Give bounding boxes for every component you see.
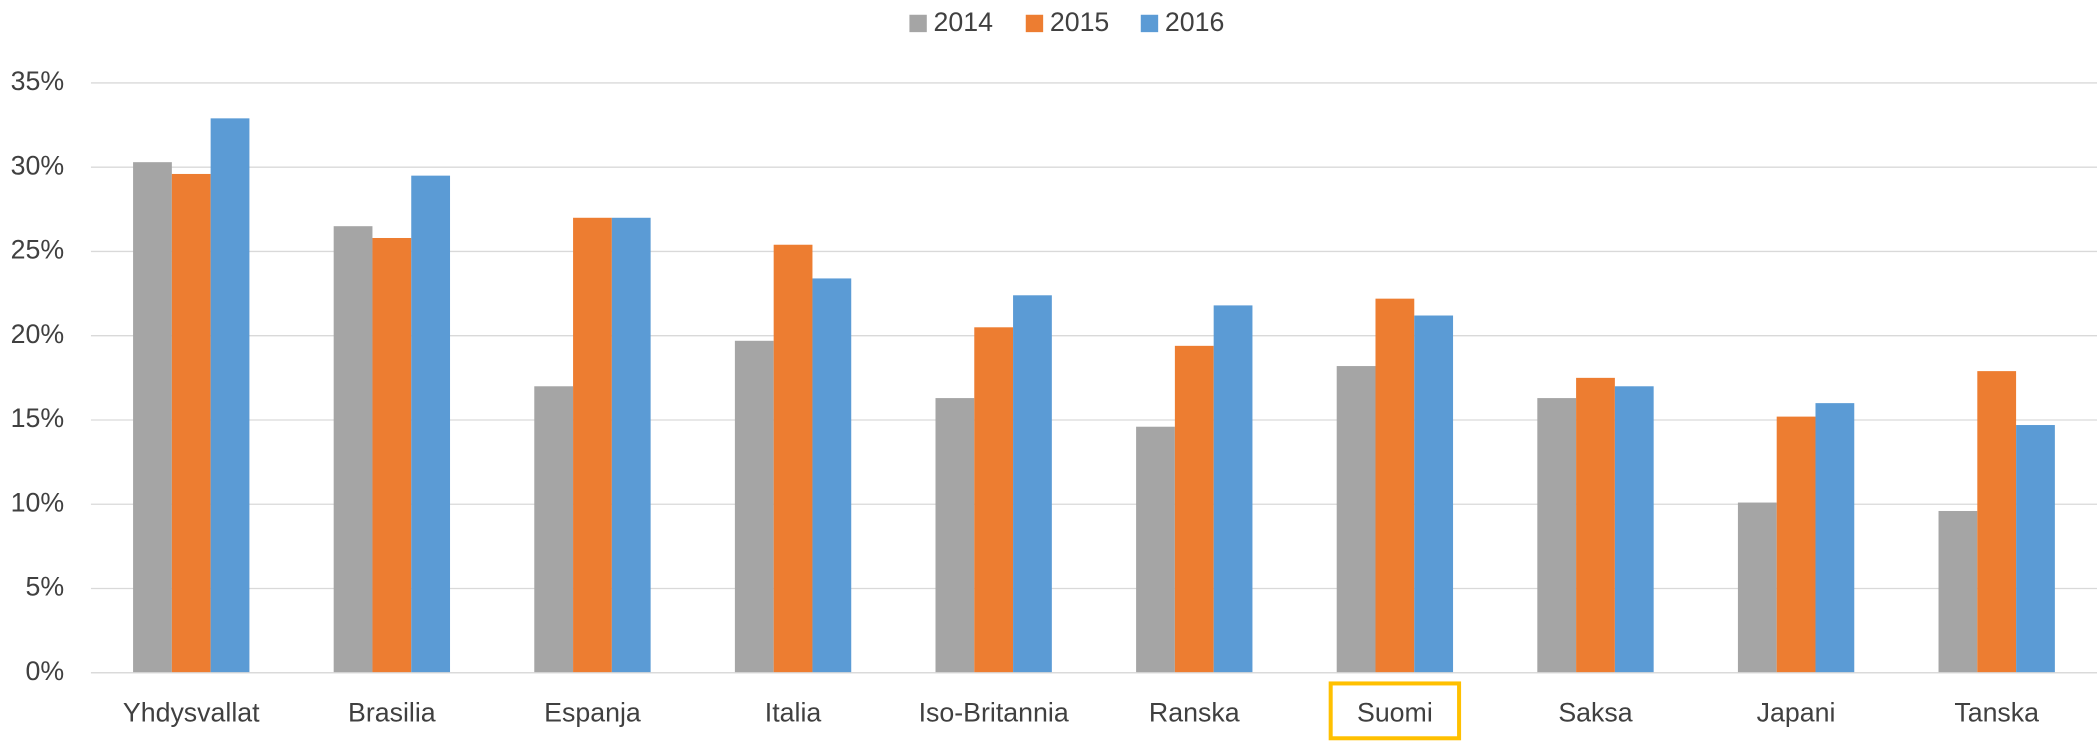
x-tick-label: Espanja: [544, 697, 641, 727]
bar: [1614, 386, 1654, 673]
x-tick-label: Italia: [765, 697, 822, 727]
legend-label: 2015: [1050, 7, 1109, 37]
x-tick-label: Tanska: [1954, 697, 2039, 727]
y-tick-label: 25%: [11, 235, 65, 265]
x-tick-label: Ranska: [1149, 697, 1240, 727]
y-tick-label: 15%: [11, 403, 65, 433]
bar: [611, 217, 651, 673]
bar: [1938, 510, 1978, 673]
y-tick-label: 0%: [26, 656, 65, 686]
bar: [1414, 315, 1454, 673]
x-tick-label: Iso-Britannia: [919, 697, 1069, 727]
bar: [333, 226, 373, 673]
x-tick-label: Suomi: [1357, 697, 1433, 727]
y-tick-label: 35%: [11, 66, 65, 96]
y-tick-label: 30%: [11, 150, 65, 180]
bar: [171, 173, 211, 673]
x-tick-label: Yhdysvallat: [123, 697, 260, 727]
bar: [1576, 377, 1615, 673]
bar: [1375, 298, 1415, 673]
y-tick-label: 5%: [26, 572, 65, 602]
legend-label: 2016: [1165, 7, 1224, 37]
highlight-box: [1328, 681, 1462, 741]
bar: [133, 162, 172, 673]
bar: [2016, 425, 2055, 673]
x-tick-label: Japani: [1757, 697, 1836, 727]
bar: [773, 244, 813, 673]
bar: [1213, 305, 1253, 673]
legend-label: 2014: [933, 7, 993, 37]
bar: [734, 340, 774, 673]
bar: [1136, 426, 1175, 673]
bar: [1013, 295, 1052, 673]
bar: [935, 398, 975, 673]
x-tick-label: Brasilia: [348, 697, 436, 727]
bar: [812, 278, 852, 673]
x-tick-label: Saksa: [1558, 697, 1632, 727]
bar: [372, 237, 412, 673]
bar: [1174, 345, 1214, 673]
bar: [1815, 403, 1855, 673]
legend-swatch: [1025, 14, 1044, 33]
bar: [573, 217, 612, 673]
bar: [534, 386, 574, 673]
bar: [1737, 502, 1777, 673]
legend-swatch: [909, 14, 927, 33]
bar: [1977, 371, 2017, 673]
bar: [974, 327, 1014, 673]
bar: [411, 175, 451, 673]
bar: [210, 118, 250, 673]
bar: [1776, 416, 1816, 673]
y-tick-label: 20%: [11, 319, 65, 349]
bar: [1336, 366, 1376, 673]
y-tick-label: 10%: [11, 487, 65, 517]
bar: [1537, 398, 1577, 673]
legend-swatch: [1140, 14, 1159, 33]
